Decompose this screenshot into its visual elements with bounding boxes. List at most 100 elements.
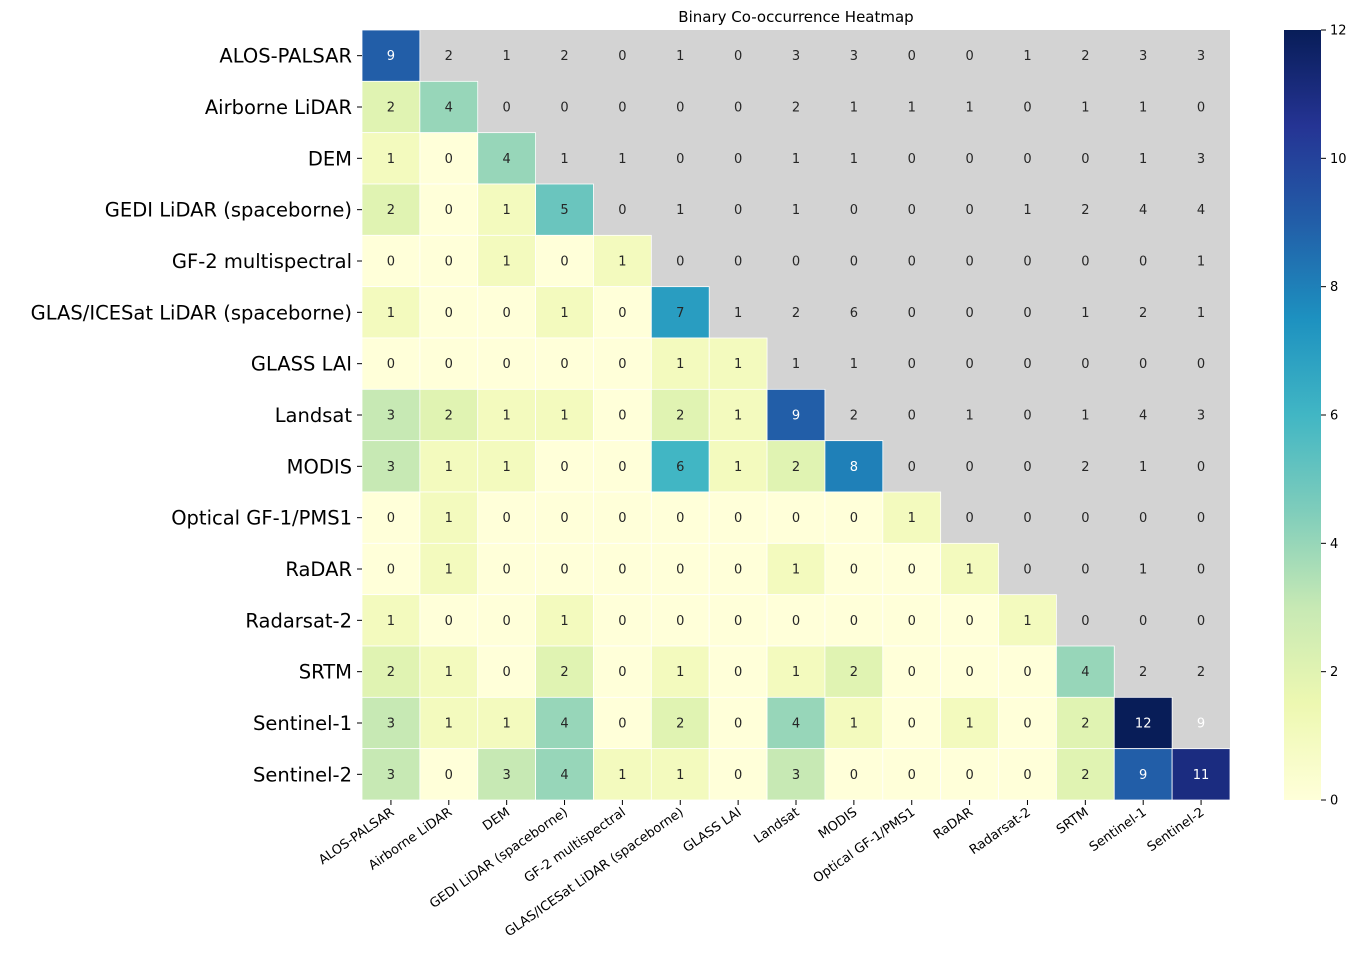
row-label: Sentinel-2 — [253, 763, 352, 786]
cell-value: 1 — [387, 306, 395, 321]
heatmap-cell — [419, 183, 479, 236]
col-label: GF-2 multispectral — [522, 805, 629, 886]
cell-value: 0 — [965, 152, 973, 167]
heatmap-cell — [766, 748, 826, 801]
cell-value: 1 — [908, 511, 916, 526]
cell-value: 0 — [387, 255, 395, 270]
cell-value: 3 — [387, 717, 395, 732]
cell-value: 0 — [965, 306, 973, 321]
heatmap-cell — [361, 645, 421, 698]
cell-value: 1 — [387, 614, 395, 629]
heatmap-cell — [998, 696, 1057, 750]
cell-value: 1 — [1139, 460, 1147, 475]
heatmap-cell — [477, 388, 537, 442]
cell-value: 0 — [1023, 768, 1031, 783]
cell-value: 3 — [1197, 49, 1205, 64]
heatmap-cell — [361, 337, 421, 390]
heatmap-cell — [419, 388, 479, 442]
cell-value: 1 — [560, 614, 568, 629]
cell-value: 1 — [1023, 49, 1031, 64]
cell-value: 0 — [560, 511, 568, 526]
row-label: ALOS-PALSAR — [219, 45, 352, 68]
cell-value: 3 — [387, 460, 395, 475]
row-label: MODIS — [287, 455, 352, 478]
cell-value: 2 — [792, 460, 800, 475]
cell-value: 1 — [850, 101, 858, 116]
cell-value: 0 — [1197, 511, 1205, 526]
cell-value: 0 — [734, 768, 742, 783]
cell-value: 1 — [734, 306, 742, 321]
cell-value: 0 — [676, 152, 684, 167]
cell-value: 0 — [792, 511, 800, 526]
cell-value: 0 — [560, 255, 568, 270]
row-label: Optical GF-1/PMS1 — [171, 507, 352, 530]
heatmap-cell — [593, 234, 652, 288]
cell-value: 0 — [1023, 152, 1031, 167]
heatmap-cell — [593, 491, 652, 544]
heatmap-cell — [535, 645, 594, 698]
cell-value: 1 — [676, 203, 684, 218]
cell-value: 2 — [387, 665, 395, 680]
col-label: DEM — [480, 805, 513, 834]
cell-value: 1 — [965, 101, 973, 116]
cell-value: 0 — [560, 563, 568, 578]
cell-value: 0 — [560, 357, 568, 372]
cell-value: 0 — [560, 101, 568, 116]
cell-value: 1 — [908, 101, 916, 116]
heatmap-cell — [882, 696, 942, 750]
cell-value: 1 — [503, 255, 511, 270]
cell-value: 0 — [560, 460, 568, 475]
cell-value: 1 — [618, 768, 626, 783]
heatmap-cell — [708, 594, 768, 647]
heatmap-cell — [1113, 696, 1173, 750]
cell-value: 0 — [445, 152, 453, 167]
heatmap-cell — [361, 491, 421, 544]
heatmap-cell — [998, 594, 1057, 647]
cell-value: 0 — [850, 255, 858, 270]
cell-value: 0 — [387, 563, 395, 578]
cell-value: 0 — [1023, 255, 1031, 270]
heatmap-cell — [535, 491, 594, 544]
col-label: Sentinel-1 — [1087, 805, 1150, 855]
cell-value: 0 — [1023, 357, 1031, 372]
cell-value: 2 — [792, 101, 800, 116]
cell-value: 1 — [1081, 306, 1089, 321]
cell-value: 2 — [1081, 768, 1089, 783]
cell-value: 0 — [618, 203, 626, 218]
cell-value: 1 — [503, 460, 511, 475]
heatmap-cell — [708, 440, 768, 493]
cell-value: 0 — [734, 614, 742, 629]
cell-value: 0 — [1081, 614, 1089, 629]
cell-value: 3 — [387, 409, 395, 424]
cell-value: 1 — [445, 717, 453, 732]
heatmap-cell — [361, 80, 421, 134]
heatmap-cell — [477, 748, 537, 801]
cell-value: 0 — [908, 152, 916, 167]
cell-value: 2 — [1081, 203, 1089, 218]
cell-value: 0 — [618, 409, 626, 424]
cell-value: 1 — [1139, 101, 1147, 116]
cell-value: 4 — [445, 101, 453, 116]
cell-value: 3 — [1197, 409, 1205, 424]
heatmap-cell — [419, 645, 479, 698]
cell-value: 0 — [1081, 511, 1089, 526]
cell-value: 0 — [965, 768, 973, 783]
cell-value: 0 — [618, 563, 626, 578]
cell-value: 0 — [965, 357, 973, 372]
colorbar-tick-label: 2 — [1330, 665, 1338, 680]
cell-value: 0 — [618, 614, 626, 629]
cell-value: 0 — [1197, 614, 1205, 629]
cell-value: 1 — [503, 203, 511, 218]
cell-value: 1 — [560, 409, 568, 424]
cell-value: 0 — [734, 255, 742, 270]
heatmap-cell — [708, 696, 768, 750]
heatmap-cell — [708, 388, 768, 442]
cell-value: 0 — [503, 614, 511, 629]
cell-value: 1 — [792, 665, 800, 680]
cell-value: 2 — [560, 665, 568, 680]
heatmap-cell — [824, 542, 884, 596]
cell-value: 2 — [1139, 306, 1147, 321]
row-label: GLAS/ICESat LiDAR (spaceborne) — [31, 301, 352, 324]
cell-value: 1 — [676, 665, 684, 680]
